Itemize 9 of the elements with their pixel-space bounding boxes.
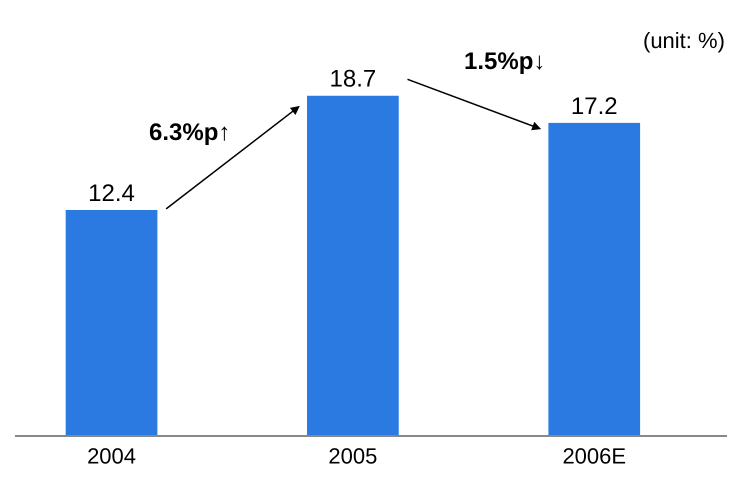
x-tick-label: 2004	[87, 443, 136, 468]
text: 1.5%p↓	[464, 48, 546, 75]
data-label: 12.4	[88, 180, 135, 208]
annotation: 6.3%p↑	[149, 119, 230, 146]
text: (unit: %)	[643, 28, 725, 53]
x-tick-label: 2006E	[562, 443, 626, 468]
data-label: 18.7	[330, 66, 376, 93]
data-label: 17.2	[570, 92, 618, 120]
x-tick-label: 2005	[328, 443, 378, 468]
